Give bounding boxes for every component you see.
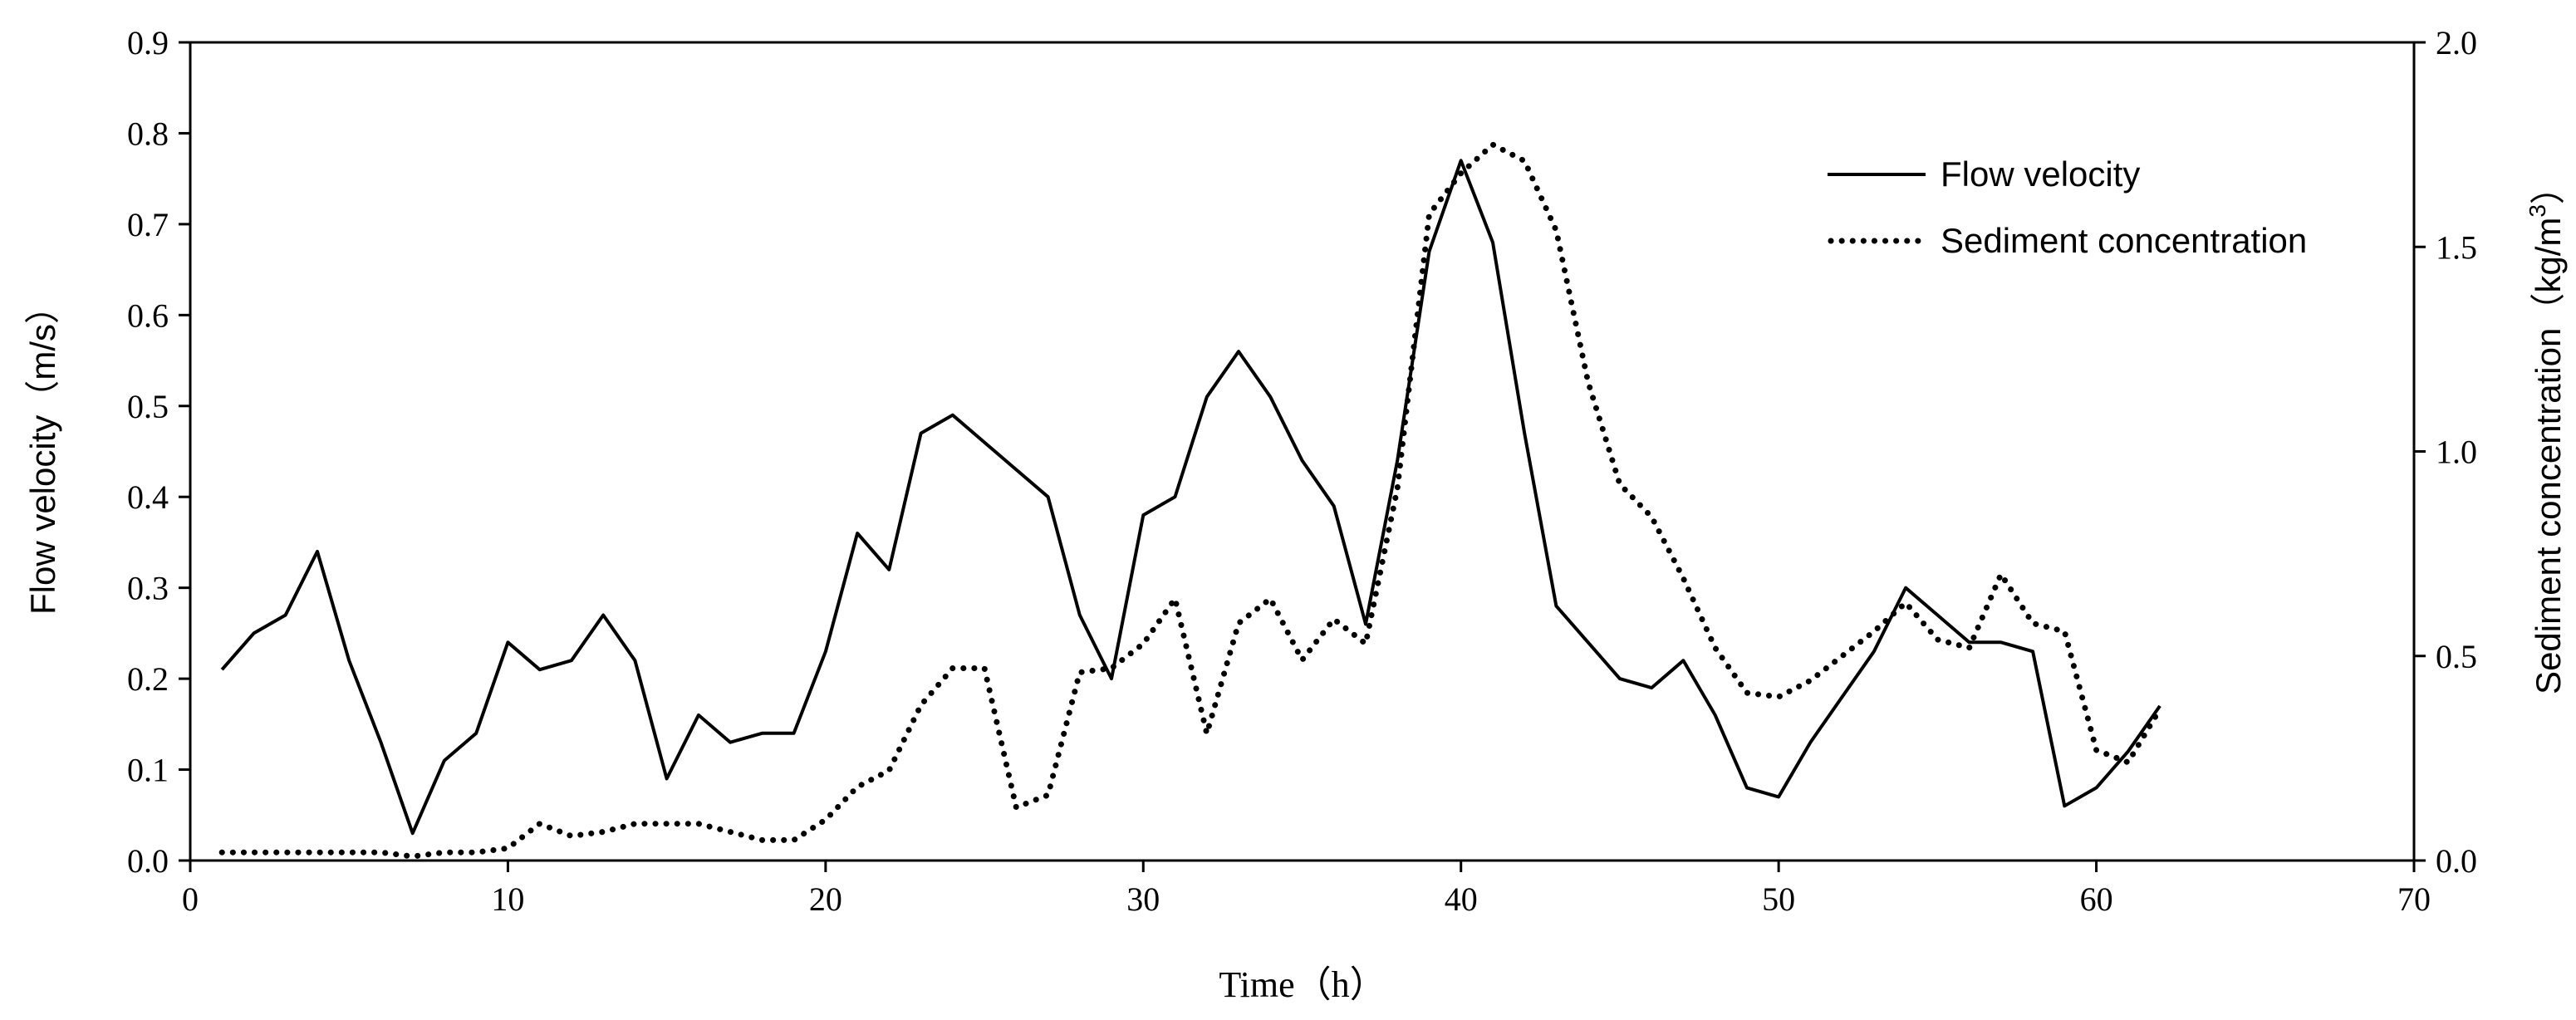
y-left-tick-label: 0.1 [127,752,169,789]
x-tick-label: 30 [1126,880,1160,918]
x-axis-ticks: 0 10 20 30 40 50 60 70 [182,861,2431,918]
legend-label-flow-velocity: Flow velocity [1941,154,2140,194]
y-right-axis-title-text: Sediment concentration（kg/m [2529,218,2568,694]
y-left-tick-label: 0.4 [127,478,169,516]
series-line-sediment-concentration [218,141,2163,860]
data-point-sediment-concentration [1174,597,1177,601]
x-tick-label: 60 [2080,880,2113,918]
x-tick-label: 0 [182,880,199,918]
y-right-tick-label: 0.5 [2436,638,2477,675]
data-point-sediment-concentration [380,851,383,854]
data-point-sediment-concentration [856,785,859,788]
legend-label-sediment-concentration: Sediment concentration [1941,221,2307,260]
y-right-tick-label: 0.0 [2436,842,2477,880]
series-line-flow-velocity [220,159,2161,836]
y-right-axis-title: Sediment concentration（kg/m3） [2524,169,2568,694]
y-left-tick-label: 0.0 [127,842,169,880]
x-tick-label: 40 [1445,880,1478,918]
y-left-tick-label: 0.7 [127,206,169,243]
y-right-axis-title-superscript: 3 [2524,204,2550,218]
y-left-tick-label: 0.9 [127,24,169,61]
data-point-sediment-concentration [443,851,446,854]
data-point-sediment-concentration [1872,630,1876,633]
data-point-sediment-concentration [1141,642,1145,645]
x-tick-label: 70 [2397,880,2431,918]
data-point-sediment-concentration [411,855,415,858]
y-right-tick-label: 2.0 [2436,24,2477,61]
series-layer [218,141,2163,860]
y-left-tick-label: 0.6 [127,297,169,334]
y-left-tick-label: 0.5 [127,388,169,425]
x-tick-label: 20 [809,880,842,918]
legend: Flow velocity Sediment concentration [1828,154,2307,260]
y-right-tick-label: 1.5 [2436,228,2477,266]
data-point-sediment-concentration [1904,601,1907,605]
y-left-tick-label: 0.8 [127,115,169,152]
x-axis-title: Time（h） [1219,964,1386,1005]
y-right-axis-title-close: ） [2529,169,2568,204]
data-point-sediment-concentration [1268,597,1272,601]
data-point-sediment-concentration [1587,380,1590,384]
y-left-tick-label: 0.2 [127,660,169,698]
y-left-tick-label: 0.3 [127,570,169,607]
y-right-tick-label: 1.0 [2436,434,2477,471]
x-tick-label: 10 [491,880,524,918]
x-tick-label: 50 [1762,880,1795,918]
y-left-axis-title: Flow velocity（m/s） [23,289,62,615]
y-right-axis-ticks: 0.0 0.5 1.0 1.5 2.0 [2414,24,2477,880]
data-point-sediment-concentration [1650,515,1653,518]
data-point-sediment-concentration [474,851,478,854]
data-point-sediment-concentration [920,704,923,707]
y-left-axis-ticks: 0.0 0.1 0.2 0.3 0.4 0.5 0.6 0.7 0.8 0.9 [127,24,190,880]
